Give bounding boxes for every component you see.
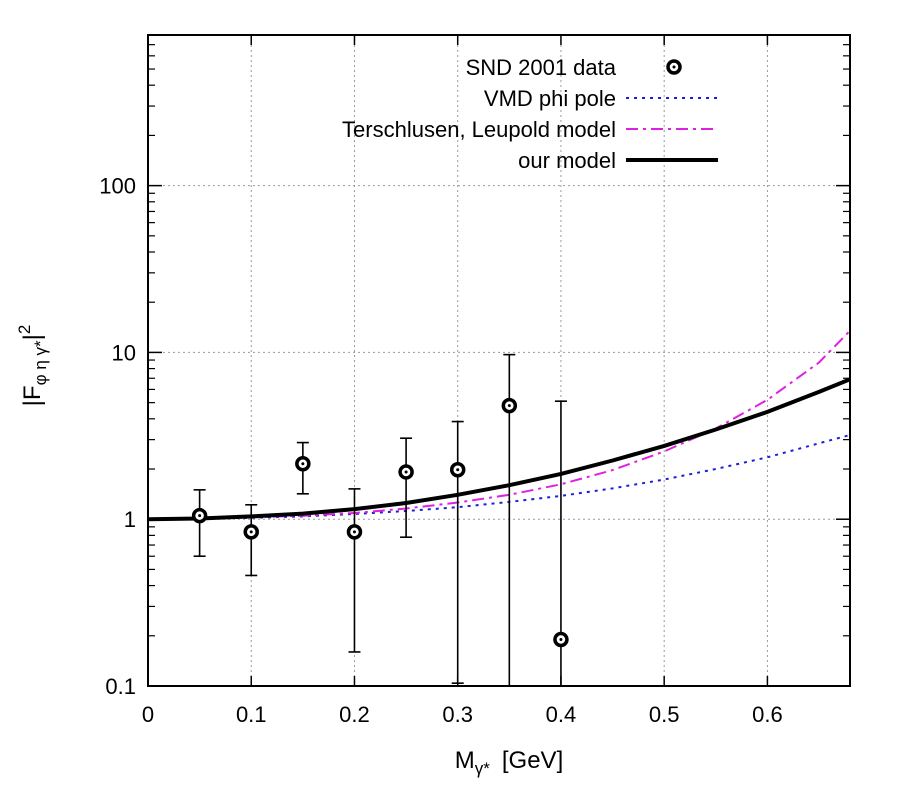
- x-tick-label: 0.4: [546, 702, 577, 727]
- point-center: [301, 462, 305, 466]
- series-line-3: [147, 377, 851, 522]
- series-line-2: [147, 330, 851, 521]
- x-tick-label: 0.1: [236, 702, 267, 727]
- data-point: [346, 488, 363, 653]
- y-tick-label: 10: [112, 340, 136, 365]
- y-tick-label: 1: [124, 507, 136, 532]
- grid-lines: [148, 35, 850, 686]
- data-point: [398, 437, 414, 539]
- y-label-subscript: φ η γ*: [31, 340, 50, 385]
- data-point: [295, 441, 311, 495]
- legend-label: SND 2001 data: [466, 55, 617, 80]
- legend-point-center: [672, 65, 676, 69]
- x-tick-label: 0.2: [339, 702, 370, 727]
- point-center: [404, 470, 408, 474]
- x-label-subscript: γ*: [475, 759, 491, 778]
- x-label-main: M: [455, 747, 475, 774]
- point-center: [249, 530, 253, 534]
- data-point: [501, 353, 518, 686]
- data-point: [449, 420, 466, 684]
- data-point: [191, 489, 208, 558]
- x-tick-label: 0.6: [752, 702, 783, 727]
- legend-label: Terschlusen, Leupold model: [342, 117, 616, 142]
- series-layer: [147, 330, 851, 686]
- point-center: [507, 404, 511, 408]
- x-tick-label: 0.5: [649, 702, 680, 727]
- y-label-prefix: |F: [19, 385, 46, 406]
- x-tick-label: 0: [142, 702, 154, 727]
- x-axis-label: Mγ* [GeV]: [455, 747, 563, 778]
- series-line-1: [147, 434, 851, 521]
- point-center: [352, 530, 356, 534]
- data-point: [553, 400, 569, 686]
- x-label-unit: [GeV]: [502, 747, 563, 774]
- point-center: [456, 468, 460, 472]
- y-tick-label: 100: [99, 174, 136, 199]
- y-label-superscript: 2: [15, 325, 34, 334]
- y-tick-label: 0.1: [105, 674, 136, 699]
- point-center: [559, 638, 563, 642]
- data-point: [243, 504, 259, 577]
- y-label-suffix: |: [19, 334, 46, 340]
- legend-label: VMD phi pole: [484, 86, 616, 111]
- x-tick-label: 0.3: [442, 702, 473, 727]
- legend: SND 2001 data VMD phi pole Terschlusen, Le…: [342, 55, 718, 173]
- legend-label: our model: [518, 148, 616, 173]
- y-axis-label: |Fφ η γ*|2: [15, 325, 50, 407]
- point-center: [198, 514, 202, 518]
